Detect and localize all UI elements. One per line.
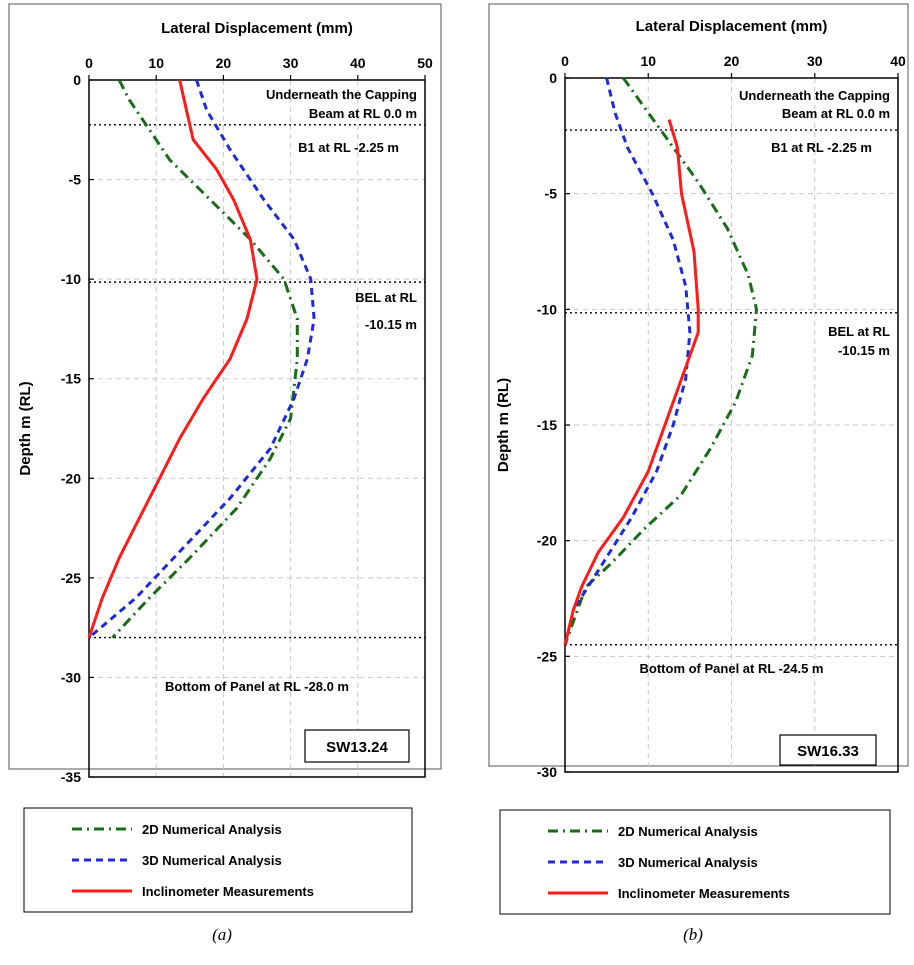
y-tick-label: -20 bbox=[537, 533, 557, 549]
y-tick-label: -30 bbox=[537, 764, 557, 780]
series-line-2d bbox=[111, 79, 299, 639]
panel-caption: (a) bbox=[212, 925, 232, 944]
x-axis-title: Lateral Displacement (mm) bbox=[161, 20, 353, 37]
reference-annotation: Bottom of Panel at RL -24.5 m bbox=[640, 661, 824, 676]
x-tick-label: 40 bbox=[890, 53, 906, 69]
x-tick-label: 20 bbox=[724, 53, 740, 69]
panel-frame bbox=[488, 3, 909, 767]
x-tick-label: 20 bbox=[216, 55, 232, 71]
y-tick-label: -15 bbox=[537, 417, 557, 433]
reference-annotation: BEL at RL bbox=[828, 324, 890, 339]
y-tick-label: -25 bbox=[61, 570, 81, 586]
reference-annotation: Bottom of Panel at RL -28.0 m bbox=[165, 679, 349, 694]
y-tick-label: 0 bbox=[549, 70, 557, 86]
legend-entry: Inclinometer Measurements bbox=[142, 884, 314, 899]
y-tick-label: 0 bbox=[73, 72, 81, 88]
legend-entry: Inclinometer Measurements bbox=[618, 886, 790, 901]
x-tick-label: 50 bbox=[417, 55, 433, 71]
panel-badge-box bbox=[304, 729, 410, 763]
x-tick-label: 40 bbox=[350, 55, 366, 71]
series-line-2d bbox=[563, 77, 758, 646]
chart-panel-a: 0 10 20 30 40 50 0 -5 -10 -15 -20 -25 -30 -35 Lateral … bbox=[8, 3, 442, 944]
reference-annotation: -10.15 m bbox=[838, 343, 890, 358]
panel-badge: SW16.33 bbox=[797, 743, 859, 760]
y-tick-label: -5 bbox=[69, 172, 82, 188]
x-tick-label: 10 bbox=[640, 53, 656, 69]
chart-panel-b: 0 10 20 30 40 0 -5 -10 -15 -20 -25 -30 Lateral Displ… bbox=[488, 3, 909, 944]
x-tick-label: 10 bbox=[148, 55, 164, 71]
y-tick-label: -10 bbox=[61, 271, 81, 287]
reference-annotation: Underneath the Capping bbox=[739, 88, 890, 103]
reference-annotation: B1 at RL -2.25 m bbox=[298, 140, 399, 155]
y-tick-label: -25 bbox=[537, 648, 557, 664]
y-axis-title: Depth m (RL) bbox=[495, 378, 512, 472]
reference-annotation: Beam at RL 0.0 m bbox=[782, 106, 890, 121]
series-line-inclinometer bbox=[563, 119, 700, 646]
y-tick-label: -10 bbox=[537, 301, 557, 317]
y-tick-label: -5 bbox=[545, 186, 558, 202]
x-tick-label: 30 bbox=[283, 55, 299, 71]
x-tick-label: 30 bbox=[807, 53, 823, 69]
reference-annotation: Beam at RL 0.0 m bbox=[309, 106, 417, 121]
panel-badge-box bbox=[779, 734, 877, 766]
legend-entry: 2D Numerical Analysis bbox=[142, 822, 282, 837]
reference-annotation: BEL at RL bbox=[355, 290, 417, 305]
reference-annotation: B1 at RL -2.25 m bbox=[771, 140, 872, 155]
legend-entry: 3D Numerical Analysis bbox=[618, 855, 758, 870]
series-line-inclinometer bbox=[87, 79, 259, 639]
legend-entry: 3D Numerical Analysis bbox=[142, 853, 282, 868]
y-tick-label: -20 bbox=[61, 470, 81, 486]
y-tick-label: -35 bbox=[61, 769, 81, 785]
panel-frame bbox=[8, 3, 442, 770]
reference-annotation: Underneath the Capping bbox=[266, 87, 417, 102]
x-axis-title: Lateral Displacement (mm) bbox=[636, 18, 828, 35]
y-axis-title: Depth m (RL) bbox=[17, 381, 34, 475]
x-tick-label: 0 bbox=[85, 55, 93, 71]
x-tick-label: 0 bbox=[561, 53, 569, 69]
series-line-3d bbox=[88, 79, 316, 639]
panel-caption: (b) bbox=[683, 925, 703, 944]
series-line-3d bbox=[572, 77, 692, 611]
panel-badge: SW13.24 bbox=[326, 739, 388, 756]
plot-area bbox=[88, 79, 426, 778]
y-tick-label: -15 bbox=[61, 371, 81, 387]
legend-entry: 2D Numerical Analysis bbox=[618, 824, 758, 839]
reference-annotation: -10.15 m bbox=[365, 317, 417, 332]
y-tick-label: -30 bbox=[61, 669, 81, 685]
